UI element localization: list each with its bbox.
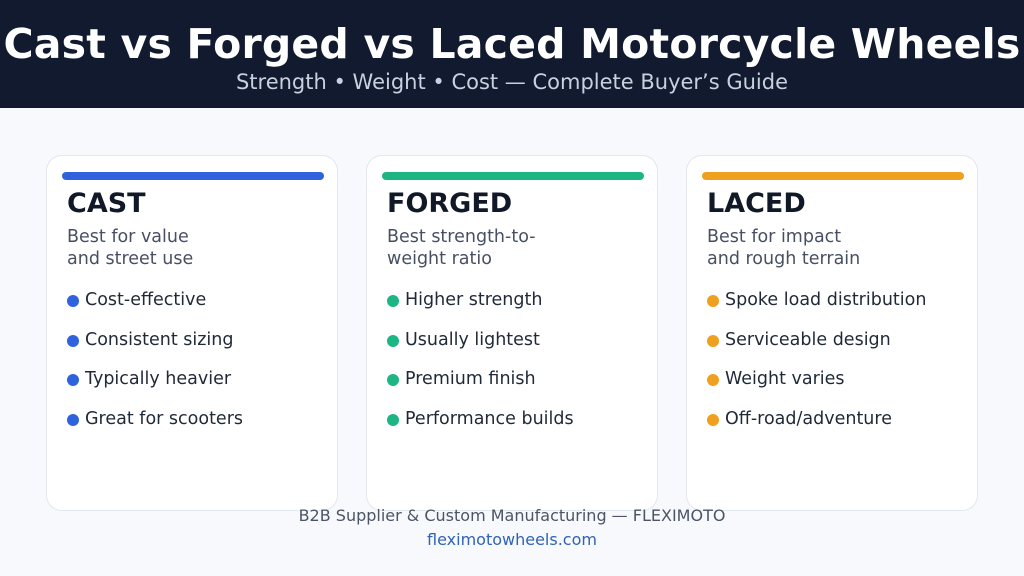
footer-website-link[interactable]: fleximotowheels.com — [427, 530, 597, 549]
feature-list: Cost-effective Consistent sizing Typical… — [67, 287, 243, 446]
card-cast: CAST Best for value and street use Cost-… — [46, 155, 338, 511]
feature-list: Higher strength Usually lightest Premium… — [387, 287, 574, 446]
bullet-dot-icon — [67, 374, 79, 387]
item-label: Great for scooters — [85, 409, 244, 430]
bullet-dot-icon — [387, 295, 399, 307]
footer-tagline: B2B Supplier & Custom Manufacturing — FL… — [298, 506, 726, 525]
item-label: Performance builds — [405, 409, 574, 430]
list-item: Consistent sizing — [67, 327, 243, 367]
accent-bar — [382, 172, 644, 180]
item-label: Higher strength — [405, 290, 543, 310]
card-title: LACED — [707, 188, 806, 219]
item-label: Consistent sizing — [85, 329, 234, 350]
bullet-dot-icon — [67, 414, 79, 427]
card-title: FORGED — [387, 188, 513, 219]
header-banner: Cast vs Forged vs Laced Motorcycle Wheel… — [0, 0, 1024, 108]
feature-list: Spoke load distribution Serviceable desi… — [707, 287, 926, 446]
item-label: Spoke load distribution — [725, 290, 927, 310]
bullet-dot-icon — [387, 374, 399, 387]
list-item: Premium finish — [387, 366, 574, 406]
card-description: Best for value and street use — [67, 226, 193, 270]
bullet-dot-icon — [67, 334, 79, 347]
item-label: Cost-effective — [85, 290, 207, 310]
card-description: Best for impact and rough terrain — [707, 226, 860, 270]
item-label: Usually lightest — [405, 329, 540, 350]
list-item: Typically heavier — [67, 366, 243, 406]
accent-bar — [62, 172, 324, 180]
bullet-dot-icon — [387, 334, 399, 347]
item-label: Typically heavier — [85, 369, 232, 390]
list-item: Performance builds — [387, 406, 574, 446]
card-laced: LACED Best for impact and rough terrain … — [686, 155, 978, 511]
item-label: Weight varies — [725, 369, 845, 390]
desc-line: Best strength-to- — [387, 227, 536, 247]
item-label: Premium finish — [405, 369, 536, 390]
list-item: Serviceable design — [707, 327, 926, 367]
page-title: Cast vs Forged vs Laced Motorcycle Wheel… — [3, 20, 1021, 68]
accent-bar — [702, 172, 964, 180]
list-item: Usually lightest — [387, 327, 574, 367]
card-title: CAST — [67, 188, 146, 219]
desc-line: Best for value — [67, 227, 189, 247]
bullet-dot-icon — [387, 414, 399, 427]
list-item: Great for scooters — [67, 406, 243, 446]
list-item: Weight varies — [707, 366, 926, 406]
list-item: Cost-effective — [67, 287, 243, 327]
list-item: Spoke load distribution — [707, 287, 926, 327]
page-subtitle: Strength • Weight • Cost — Complete Buye… — [235, 70, 789, 94]
list-item: Higher strength — [387, 287, 574, 327]
item-label: Serviceable design — [725, 329, 891, 350]
desc-line: weight ratio — [387, 249, 492, 269]
list-item: Off-road/adventure — [707, 406, 926, 446]
card-description: Best strength-to- weight ratio — [387, 226, 536, 270]
bullet-dot-icon — [67, 295, 79, 307]
desc-line: Best for impact — [707, 227, 842, 247]
item-label: Off-road/adventure — [725, 409, 892, 430]
bullet-dot-icon — [707, 374, 719, 387]
bullet-dot-icon — [707, 414, 719, 427]
desc-line: and rough terrain — [707, 249, 861, 269]
bullet-dot-icon — [707, 334, 719, 347]
bullet-dot-icon — [707, 295, 719, 307]
card-forged: FORGED Best strength-to- weight ratio Hi… — [366, 155, 658, 511]
desc-line: and street use — [67, 249, 194, 269]
